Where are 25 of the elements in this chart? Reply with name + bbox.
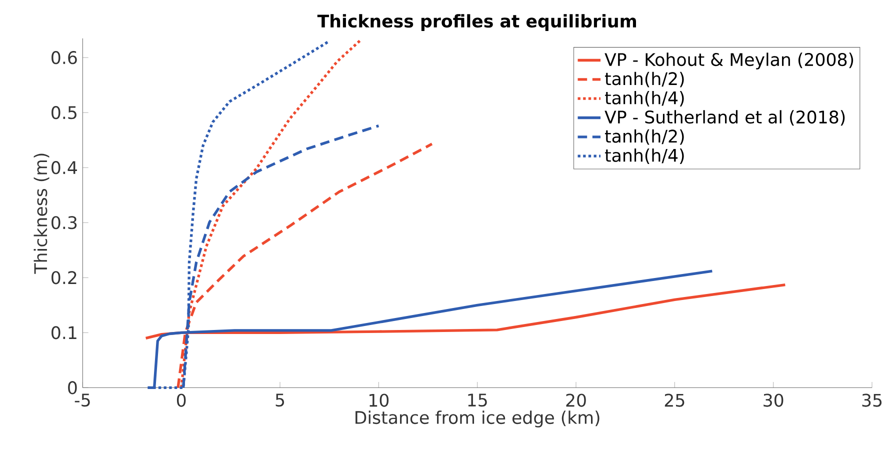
x-axis-title: Distance from ice edge (km) bbox=[356, 410, 600, 428]
y-tick-label: 0.6 bbox=[52, 51, 77, 64]
y-tick-label: 0 bbox=[68, 381, 77, 394]
y-tick-label: 0.1 bbox=[52, 326, 76, 340]
x-tick-label: -5 bbox=[74, 394, 90, 407]
x-tick-label: 30 bbox=[764, 394, 784, 407]
x-tick-label: 15 bbox=[468, 394, 487, 407]
legend-label: tanh(h/4) bbox=[604, 90, 684, 106]
legend-label: tanh(h/2) bbox=[604, 129, 684, 145]
y-tick-label: 0.4 bbox=[52, 161, 77, 174]
legend-label: VP - Sutherland et al (2018) bbox=[604, 110, 845, 126]
x-tick-label: 0 bbox=[176, 394, 186, 407]
x-tick-label: 20 bbox=[566, 394, 586, 407]
x-tick-label: 10 bbox=[370, 394, 389, 407]
x-tick-label: 25 bbox=[664, 394, 684, 407]
y-tick-label: 0.3 bbox=[52, 216, 77, 230]
legend-label: tanh(h/2) bbox=[604, 72, 684, 88]
x-tick-label: 5 bbox=[276, 394, 284, 407]
legend-label: tanh(h/4) bbox=[604, 148, 684, 164]
y-axis-title: Thickness (m) bbox=[34, 154, 50, 274]
x-tick-label: 35 bbox=[862, 394, 882, 407]
legend-label: VP - Kohout & Meylan (2008) bbox=[604, 52, 854, 70]
y-tick-label: 0.2 bbox=[52, 271, 76, 284]
y-tick-label: 0.5 bbox=[52, 106, 76, 120]
chart-title: Thickness profiles at equilibrium bbox=[317, 14, 636, 31]
